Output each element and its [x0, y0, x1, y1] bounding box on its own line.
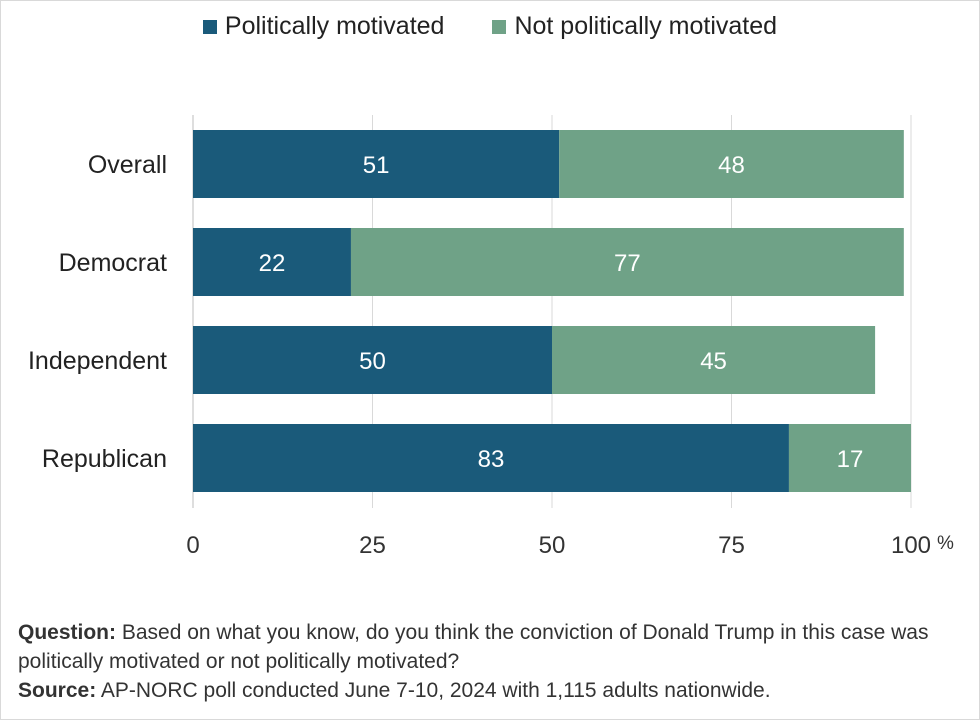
data-label: 45	[700, 348, 727, 375]
data-label: 22	[259, 250, 286, 277]
x-tick-label: 0	[186, 532, 199, 559]
data-label: 17	[837, 446, 864, 473]
bar-segment	[350, 228, 904, 296]
x-tick-label: 75	[718, 532, 745, 559]
question-note: Question: Based on what you know, do you…	[18, 618, 958, 676]
source-text: AP-NORC poll conducted June 7-10, 2024 w…	[96, 679, 771, 702]
legend-swatch-politically-motivated	[202, 19, 217, 34]
legend: Politically motivated Not politically mo…	[0, 12, 980, 41]
category-label: Independent	[28, 347, 167, 375]
legend-label-not-politically-motivated: Not politically motivated	[514, 12, 778, 40]
bar-segment	[193, 326, 552, 394]
bar-segment	[193, 130, 560, 198]
stacked-bar-chart: Overall 51 48 Democrat 22 77 Independent 50 45 Re…	[28, 115, 954, 559]
bar-segment	[559, 130, 904, 198]
question-text: Based on what you know, do you think the…	[18, 621, 929, 673]
source-note: Source: AP-NORC poll conducted June 7-10…	[18, 676, 958, 705]
legend-item-not-politically-motivated: Not politically motivated	[492, 12, 777, 41]
x-unit-label: %	[937, 533, 954, 554]
x-tick-label: 50	[539, 532, 566, 559]
bar-segment	[193, 228, 351, 296]
x-tick-label: 25	[359, 532, 386, 559]
category-label: Republican	[42, 445, 167, 473]
category-label: Democrat	[59, 249, 167, 277]
category-label: Overall	[88, 151, 167, 179]
data-label: 50	[359, 348, 386, 375]
bar-segment	[193, 424, 789, 492]
legend-swatch-not-politically-motivated	[492, 19, 507, 34]
legend-item-politically-motivated: Politically motivated	[202, 12, 445, 41]
data-label: 83	[478, 446, 505, 473]
bar-segment	[788, 424, 911, 492]
data-label: 77	[614, 250, 641, 277]
data-label: 51	[363, 152, 390, 179]
data-label: 48	[718, 152, 745, 179]
source-label: Source:	[18, 679, 97, 702]
question-label: Question:	[18, 621, 116, 644]
x-tick-label: 100	[891, 532, 931, 559]
bar-segment	[552, 326, 876, 394]
legend-label-politically-motivated: Politically motivated	[224, 12, 445, 40]
chart-notes: Question: Based on what you know, do you…	[18, 618, 958, 705]
